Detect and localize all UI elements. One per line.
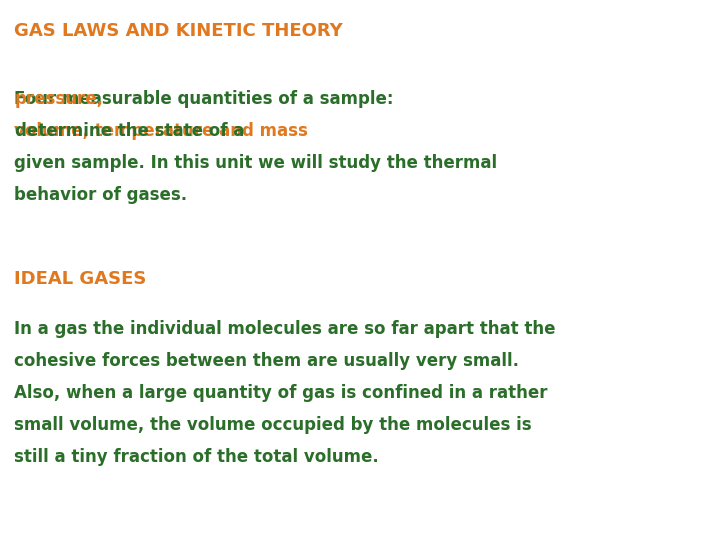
Text: IDEAL GASES: IDEAL GASES xyxy=(14,270,146,288)
Text: GAS LAWS AND KINETIC THEORY: GAS LAWS AND KINETIC THEORY xyxy=(14,22,343,40)
Text: In a gas the individual molecules are so far apart that the: In a gas the individual molecules are so… xyxy=(14,320,556,338)
Text: cohesive forces between them are usually very small.: cohesive forces between them are usually… xyxy=(14,352,519,370)
Text: pressure,: pressure, xyxy=(15,90,104,108)
Text: Also, when a large quantity of gas is confined in a rather: Also, when a large quantity of gas is co… xyxy=(14,384,547,402)
Text: still a tiny fraction of the total volume.: still a tiny fraction of the total volum… xyxy=(14,448,379,466)
Text: given sample. In this unit we will study the thermal: given sample. In this unit we will study… xyxy=(14,154,497,172)
Text: Four measurable quantities of a sample:: Four measurable quantities of a sample: xyxy=(14,90,400,108)
Text: behavior of gases.: behavior of gases. xyxy=(14,186,187,204)
Text: determine the state of a: determine the state of a xyxy=(15,122,244,140)
Text: volume, temperature and mass: volume, temperature and mass xyxy=(14,122,314,140)
Text: small volume, the volume occupied by the molecules is: small volume, the volume occupied by the… xyxy=(14,416,531,434)
